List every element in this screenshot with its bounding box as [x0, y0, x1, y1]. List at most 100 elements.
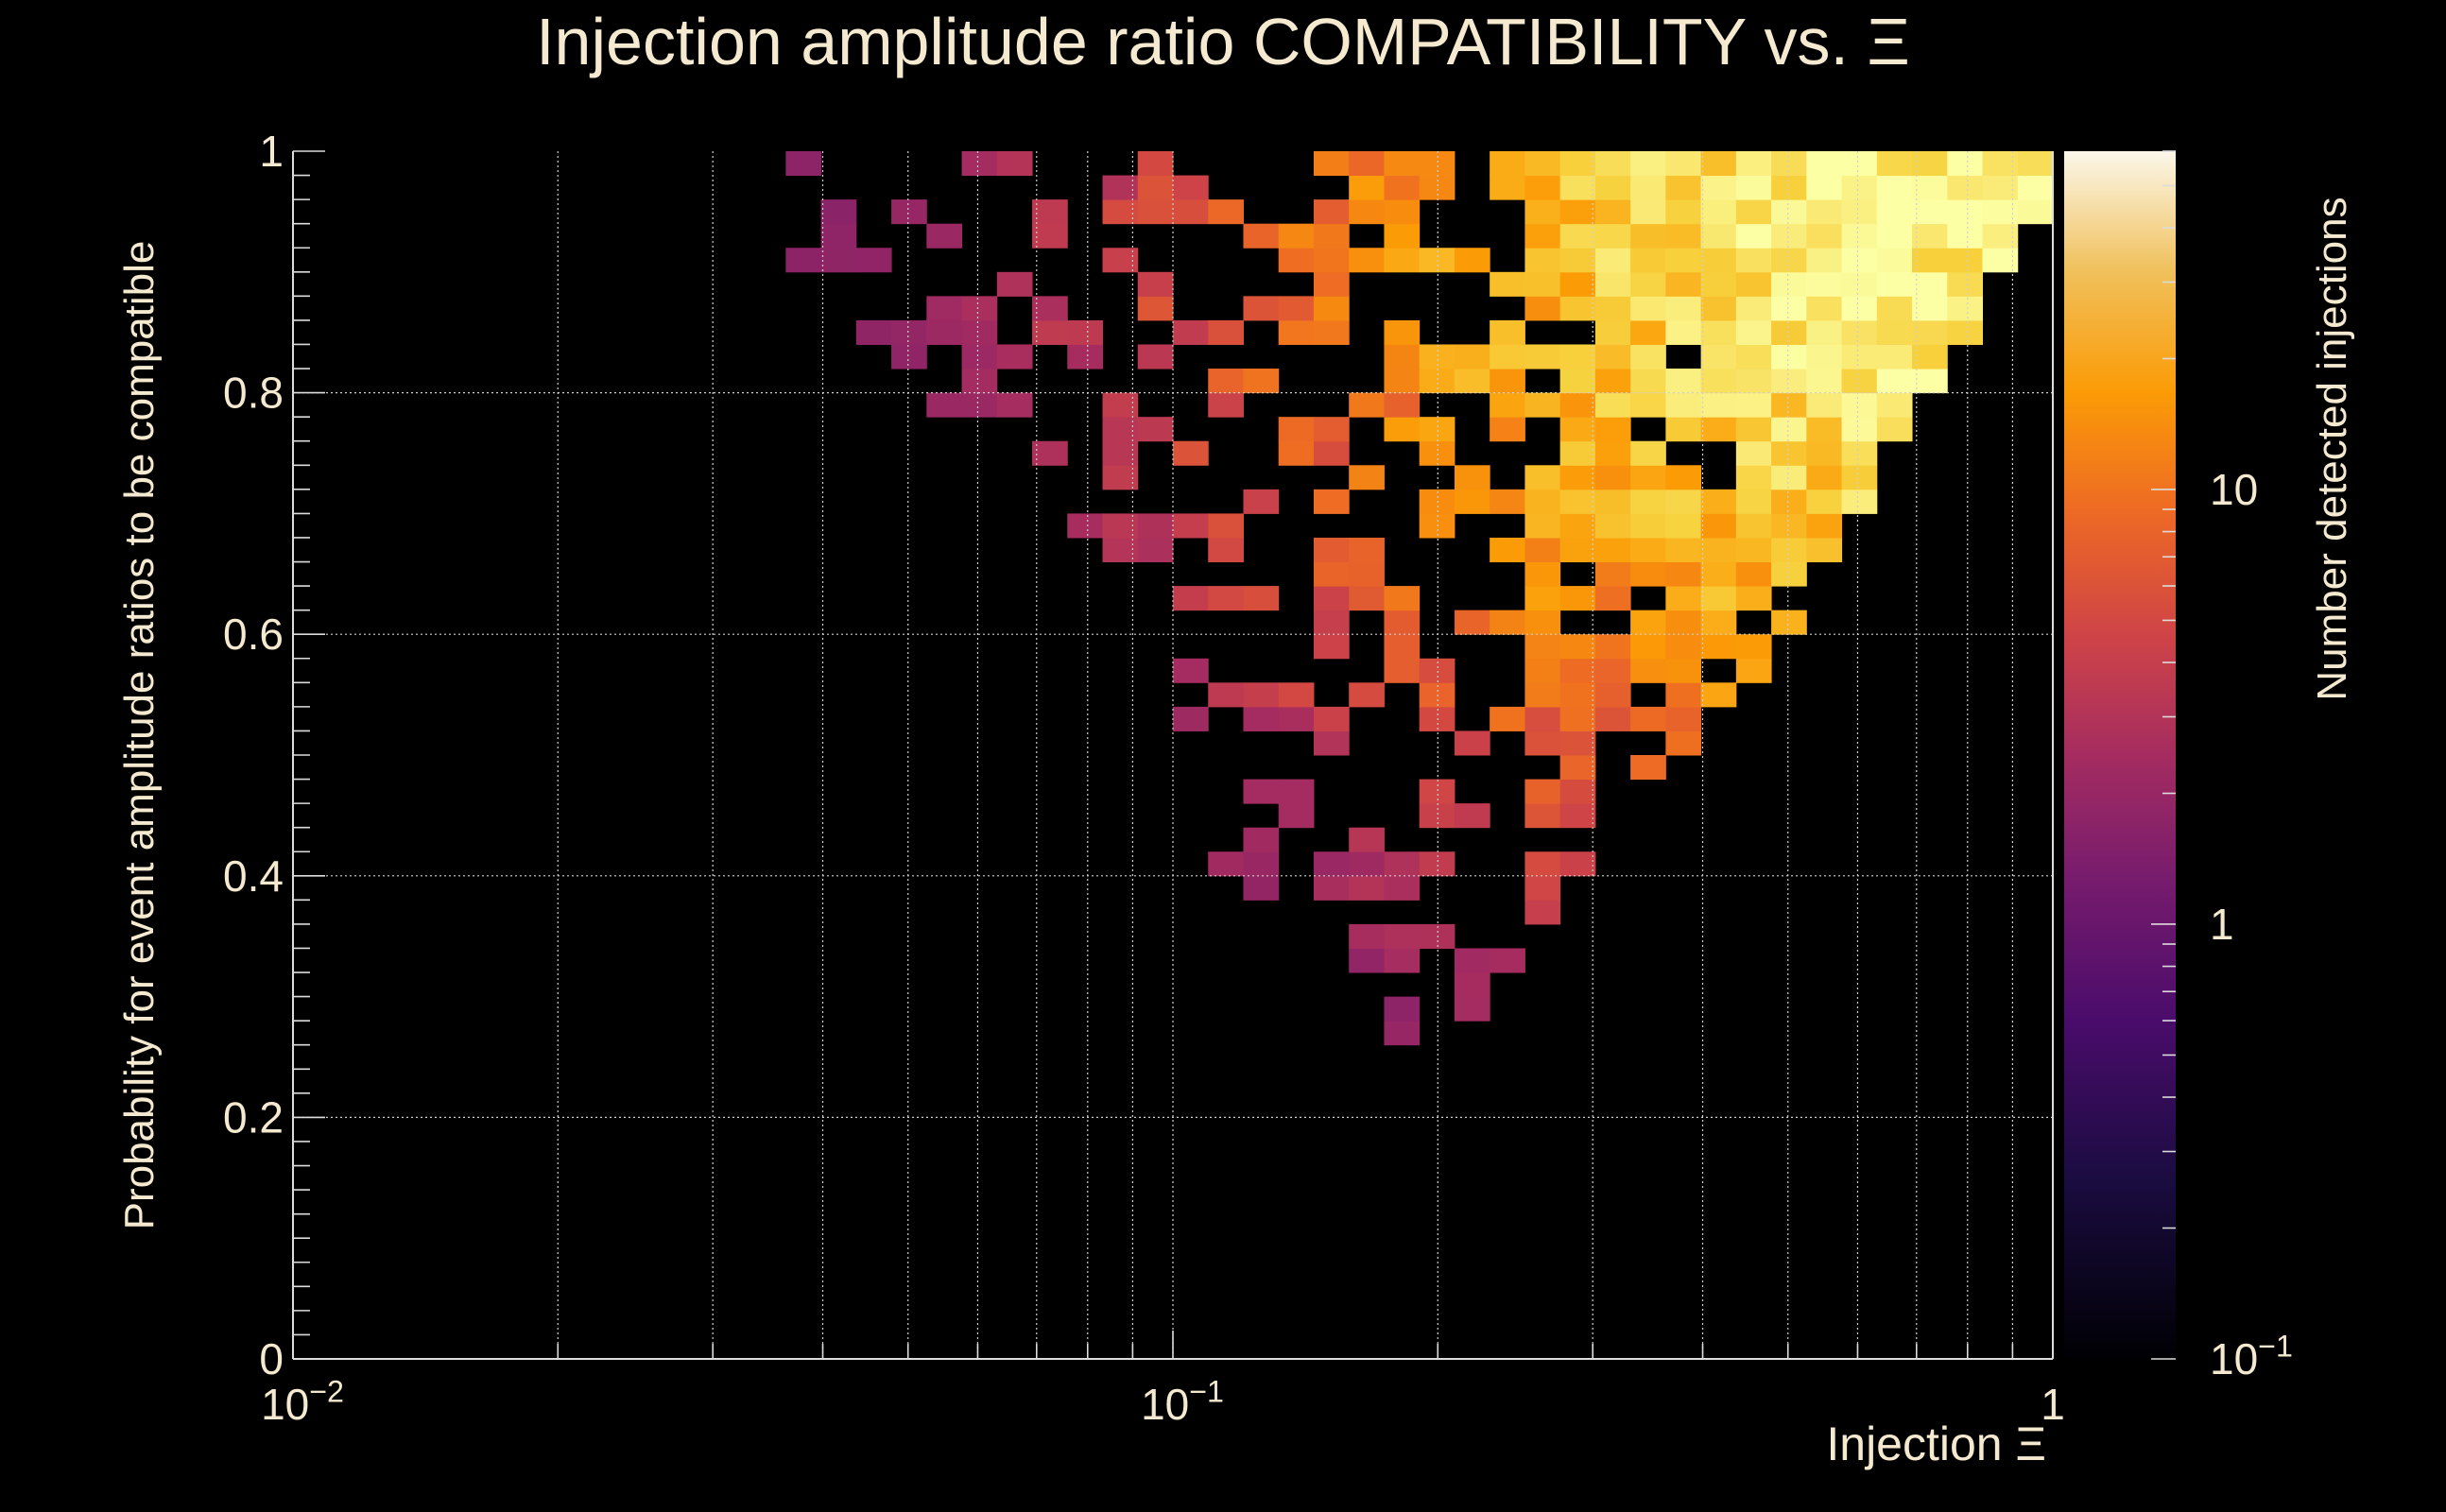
- heatmap-cell: [1243, 851, 1280, 877]
- heatmap-cell: [1559, 440, 1596, 466]
- heatmap-cell: [1665, 248, 1702, 273]
- grid-lines: [293, 151, 2053, 1359]
- heatmap-cell: [1630, 369, 1666, 394]
- y-axis-label: Probability for event amplitude ratios t…: [116, 241, 163, 1230]
- heatmap-cell: [1630, 706, 1666, 731]
- heatmap-cell: [1032, 199, 1068, 225]
- heatmap-cell: [1594, 369, 1631, 394]
- heatmap-cell: [1665, 682, 1702, 708]
- heatmap-cell: [1419, 489, 1456, 514]
- heatmap-cell: [1313, 417, 1350, 442]
- heatmap-cell: [1384, 344, 1421, 369]
- heatmap-cell: [1137, 199, 1174, 225]
- heatmap-cell: [1173, 440, 1209, 466]
- heatmap-cell: [1313, 223, 1350, 249]
- heatmap-cell: [1349, 175, 1385, 200]
- heatmap-cell: [1208, 369, 1244, 394]
- heatmap-cell: [1278, 779, 1315, 804]
- heatmap-cell: [1665, 586, 1702, 611]
- heatmap-cell: [1032, 440, 1068, 466]
- heatmap-cell: [1665, 369, 1702, 394]
- heatmap-cell: [1102, 175, 1139, 200]
- heatmap-cell: [1173, 175, 1209, 200]
- heatmap-cell: [1173, 319, 1209, 345]
- heatmap-cell: [1876, 175, 1913, 200]
- heatmap-cell: [1419, 658, 1456, 683]
- heatmap-cell: [1771, 465, 1807, 490]
- heatmap-cell: [1700, 610, 1737, 635]
- heatmap-cell: [1559, 392, 1596, 418]
- heatmap-cell: [1384, 417, 1421, 442]
- heatmap-cell: [1982, 151, 2019, 177]
- heatmap-cell: [1876, 271, 1913, 297]
- heatmap-cell: [1490, 392, 1525, 418]
- heatmap-cell: [1806, 175, 1843, 200]
- heatmap-cell: [1384, 392, 1421, 418]
- heatmap-cell: [1771, 199, 1807, 225]
- heatmap-cell: [1630, 755, 1666, 781]
- heatmap-cell: [1313, 151, 1350, 177]
- heatmap-cell: [1665, 537, 1702, 563]
- heatmap-cell: [1524, 634, 1561, 660]
- heatmap-cell: [1630, 634, 1666, 660]
- heatmap-cell: [1594, 561, 1631, 587]
- heatmap-cell: [1806, 513, 1843, 539]
- heatmap-cell: [1419, 706, 1456, 731]
- heatmap-cell: [1419, 248, 1456, 273]
- heatmap-cell: [1735, 561, 1772, 587]
- heatmap-cell: [1454, 948, 1490, 973]
- heatmap-cell: [1313, 851, 1350, 877]
- heatmap-cell: [1349, 561, 1385, 587]
- heatmap-cell: [891, 344, 927, 369]
- heatmap-cell: [1735, 296, 1772, 321]
- heatmap-cell: [996, 271, 1033, 297]
- heatmap-cell: [961, 151, 998, 177]
- heatmap-cell: [1524, 900, 1561, 925]
- heatmap-cell: [1173, 513, 1209, 539]
- heatmap-cell: [1665, 392, 1702, 418]
- heatmap-cell: [1947, 199, 1984, 225]
- heatmap-cell: [1524, 706, 1561, 731]
- heatmap-cell: [1559, 803, 1596, 829]
- heatmap-cell: [1841, 151, 1878, 177]
- heatmap-cell: [1841, 175, 1878, 200]
- heatmap-cell: [1700, 151, 1737, 177]
- heatmap-cell: [1735, 513, 1772, 539]
- heatmap-cell: [1243, 586, 1280, 611]
- heatmap-cell: [1384, 151, 1421, 177]
- heatmap-cell: [1841, 369, 1878, 394]
- heatmap-cell: [1841, 344, 1878, 369]
- heatmap-cell: [1384, 875, 1421, 901]
- heatmap-cell: [1665, 634, 1702, 660]
- heatmap-cell: [1524, 248, 1561, 273]
- heatmap-cell: [1384, 175, 1421, 200]
- heatmap-cell: [1947, 223, 1984, 249]
- heatmap-cell: [1876, 296, 1913, 321]
- heatmap-cell: [1559, 296, 1596, 321]
- heatmap-cell: [1313, 319, 1350, 345]
- heatmap-cell: [1665, 730, 1702, 756]
- heatmap-cell: [1419, 682, 1456, 708]
- heatmap-cell: [1630, 271, 1666, 297]
- heatmap-cell: [1947, 151, 1984, 177]
- heatmap-cell: [1771, 537, 1807, 563]
- heatmap-cell: [1454, 489, 1490, 514]
- heatmap-cell: [1735, 440, 1772, 466]
- heatmap-cell: [1137, 537, 1174, 563]
- heatmap-cell: [1419, 779, 1456, 804]
- heatmap-cell: [1349, 248, 1385, 273]
- heatmap-cell: [1806, 151, 1843, 177]
- heatmap-cell: [855, 319, 892, 345]
- heatmap-cell: [1313, 440, 1350, 466]
- heatmap-cell: [1771, 223, 1807, 249]
- heatmap-cell: [1912, 296, 1948, 321]
- heatmap-cell: [1454, 465, 1490, 490]
- heatmap-cell: [1771, 610, 1807, 635]
- heatmap-cell: [1771, 319, 1807, 345]
- heatmap-cell: [1524, 271, 1561, 297]
- heatmap-cell: [1630, 513, 1666, 539]
- heatmap-cell: [1313, 199, 1350, 225]
- heatmap-cell: [1594, 706, 1631, 731]
- heatmap-cell: [1841, 440, 1878, 466]
